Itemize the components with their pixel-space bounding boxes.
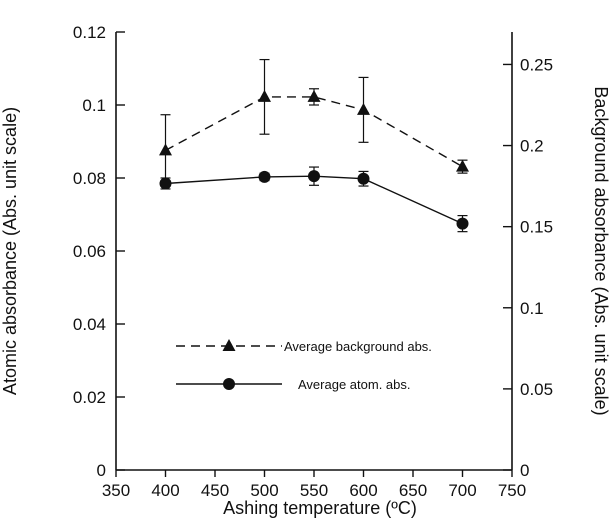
circle-point <box>159 177 172 190</box>
x-tick-label: 400 <box>151 481 179 500</box>
x-tick-label: 700 <box>448 481 476 500</box>
y-right-axis-title: Background absorbance (Abs. unit scale) <box>591 86 609 415</box>
x-tick-label: 600 <box>349 481 377 500</box>
y-right-tick-label: 0 <box>520 461 529 480</box>
legend: Average background abs. Average atom. abs… <box>176 339 432 392</box>
circle-point <box>258 170 271 183</box>
x-tick-label: 550 <box>300 481 328 500</box>
ticks: 350 400 450 500 550 600 650 700 75000.020.040.06… <box>73 23 553 500</box>
triangle-point <box>307 89 321 102</box>
y-left-tick-label: 0.12 <box>73 23 106 42</box>
y-left-tick-label: 0.1 <box>82 96 106 115</box>
x-tick-label: 650 <box>399 481 427 500</box>
y-right-tick-label: 0.1 <box>520 299 544 318</box>
circle-point <box>357 172 370 185</box>
y-left-tick-label: 0.06 <box>73 242 106 261</box>
y-right-tick-label: 0.25 <box>520 55 553 74</box>
circle-point <box>308 170 320 183</box>
y-left-axis-title: Atomic absorbance (Abs. unit scale) <box>0 107 20 395</box>
y-left-tick-label: 0.08 <box>73 169 106 188</box>
circle-point <box>456 217 469 230</box>
x-tick-label: 500 <box>250 481 278 500</box>
x-tick-label: 350 <box>102 481 130 500</box>
y-left-tick-label: 0.02 <box>73 388 106 407</box>
triangle-point <box>258 89 271 102</box>
y-right-tick-label: 0.05 <box>520 380 553 399</box>
triangle-point <box>357 102 370 115</box>
y-left-tick-label: 0.04 <box>73 315 106 334</box>
legend-label: Average background abs. <box>284 339 432 354</box>
legend-circle-marker <box>223 378 235 390</box>
series-line-0 <box>165 96 463 168</box>
y-left-tick-label: 0 <box>97 461 106 480</box>
legend-label: Average atom. abs. <box>298 377 411 392</box>
x-tick-label: 750 <box>498 481 526 500</box>
y-right-tick-label: 0.2 <box>520 137 544 156</box>
x-axis-title: Ashing temperature (ºC) <box>223 498 417 518</box>
plot-area <box>159 58 469 233</box>
x-tick-label: 450 <box>201 481 229 500</box>
triangle-point <box>159 143 172 156</box>
legend-triangle-marker <box>222 339 236 351</box>
y-right-tick-label: 0.15 <box>520 218 553 237</box>
triangle-point <box>456 159 469 172</box>
